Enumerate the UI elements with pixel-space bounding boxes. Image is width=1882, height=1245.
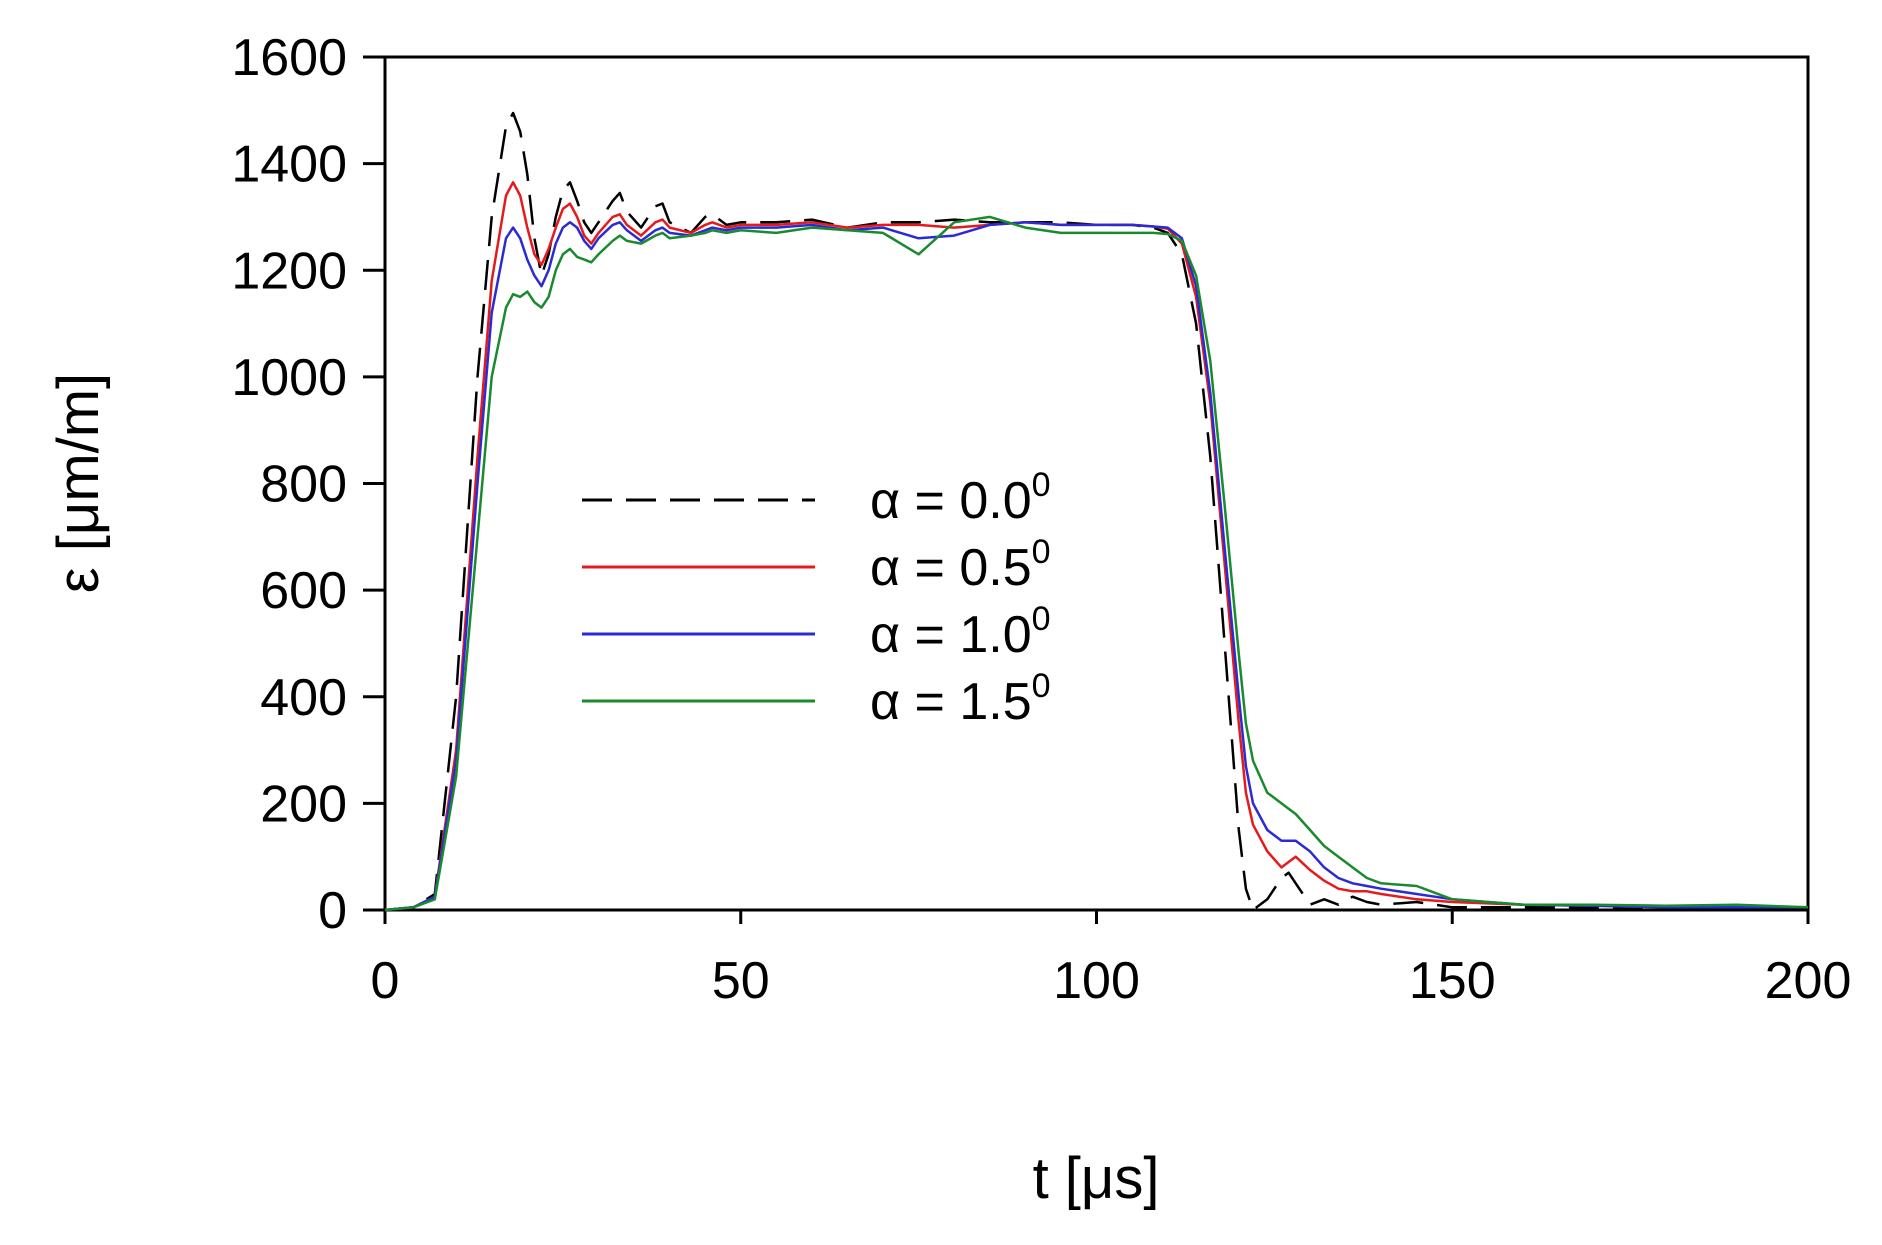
x-tick-label: 0 [371, 952, 400, 1010]
y-tick-label: 600 [260, 562, 347, 620]
legend-superscript: 0 [1032, 667, 1051, 705]
y-tick-label: 800 [260, 456, 347, 514]
x-tick-label: 150 [1409, 952, 1496, 1010]
plot-area-frame [383, 55, 1810, 912]
legend-label-1: α = 0.50 [870, 533, 1051, 597]
series-line-1 [384, 181, 1808, 912]
y-tick-label: 1600 [231, 29, 347, 87]
y-axis: 0 200 400 600 800 1000 1200 1400 1600 [231, 29, 385, 940]
x-tick-label: 200 [1765, 952, 1852, 1010]
x-tick-label: 50 [712, 952, 770, 1010]
y-axis-title: ε [μm/m] [46, 373, 111, 593]
series-line-3 [384, 215, 1809, 912]
series-layer [384, 111, 1809, 912]
legend-text: α = 1.5 [870, 673, 1032, 731]
legend-label-3: α = 1.50 [870, 667, 1051, 731]
legend-text: α = 0.5 [870, 539, 1032, 597]
legend: α = 0.00α = 0.50α = 1.00α = 1.50 [582, 466, 1051, 731]
legend-superscript: 0 [1032, 533, 1051, 571]
y-tick-label: 1200 [231, 242, 347, 300]
legend-label-0: α = 0.00 [870, 466, 1051, 530]
y-tick-label: 400 [260, 669, 347, 727]
legend-text: α = 0.0 [870, 472, 1032, 530]
legend-superscript: 0 [1032, 600, 1051, 638]
x-axis-title: t [μs] [1033, 1146, 1160, 1211]
y-tick-label: 1000 [231, 349, 347, 407]
y-tick-label: 0 [318, 882, 347, 940]
legend-label-2: α = 1.00 [870, 600, 1051, 664]
y-tick-label: 1400 [231, 136, 347, 194]
x-tick-label: 100 [1053, 952, 1140, 1010]
y-tick-label: 200 [260, 775, 347, 833]
legend-text: α = 1.0 [870, 606, 1032, 664]
legend-superscript: 0 [1032, 466, 1051, 504]
x-axis: 0 50 100 150 200 [371, 910, 1852, 1010]
